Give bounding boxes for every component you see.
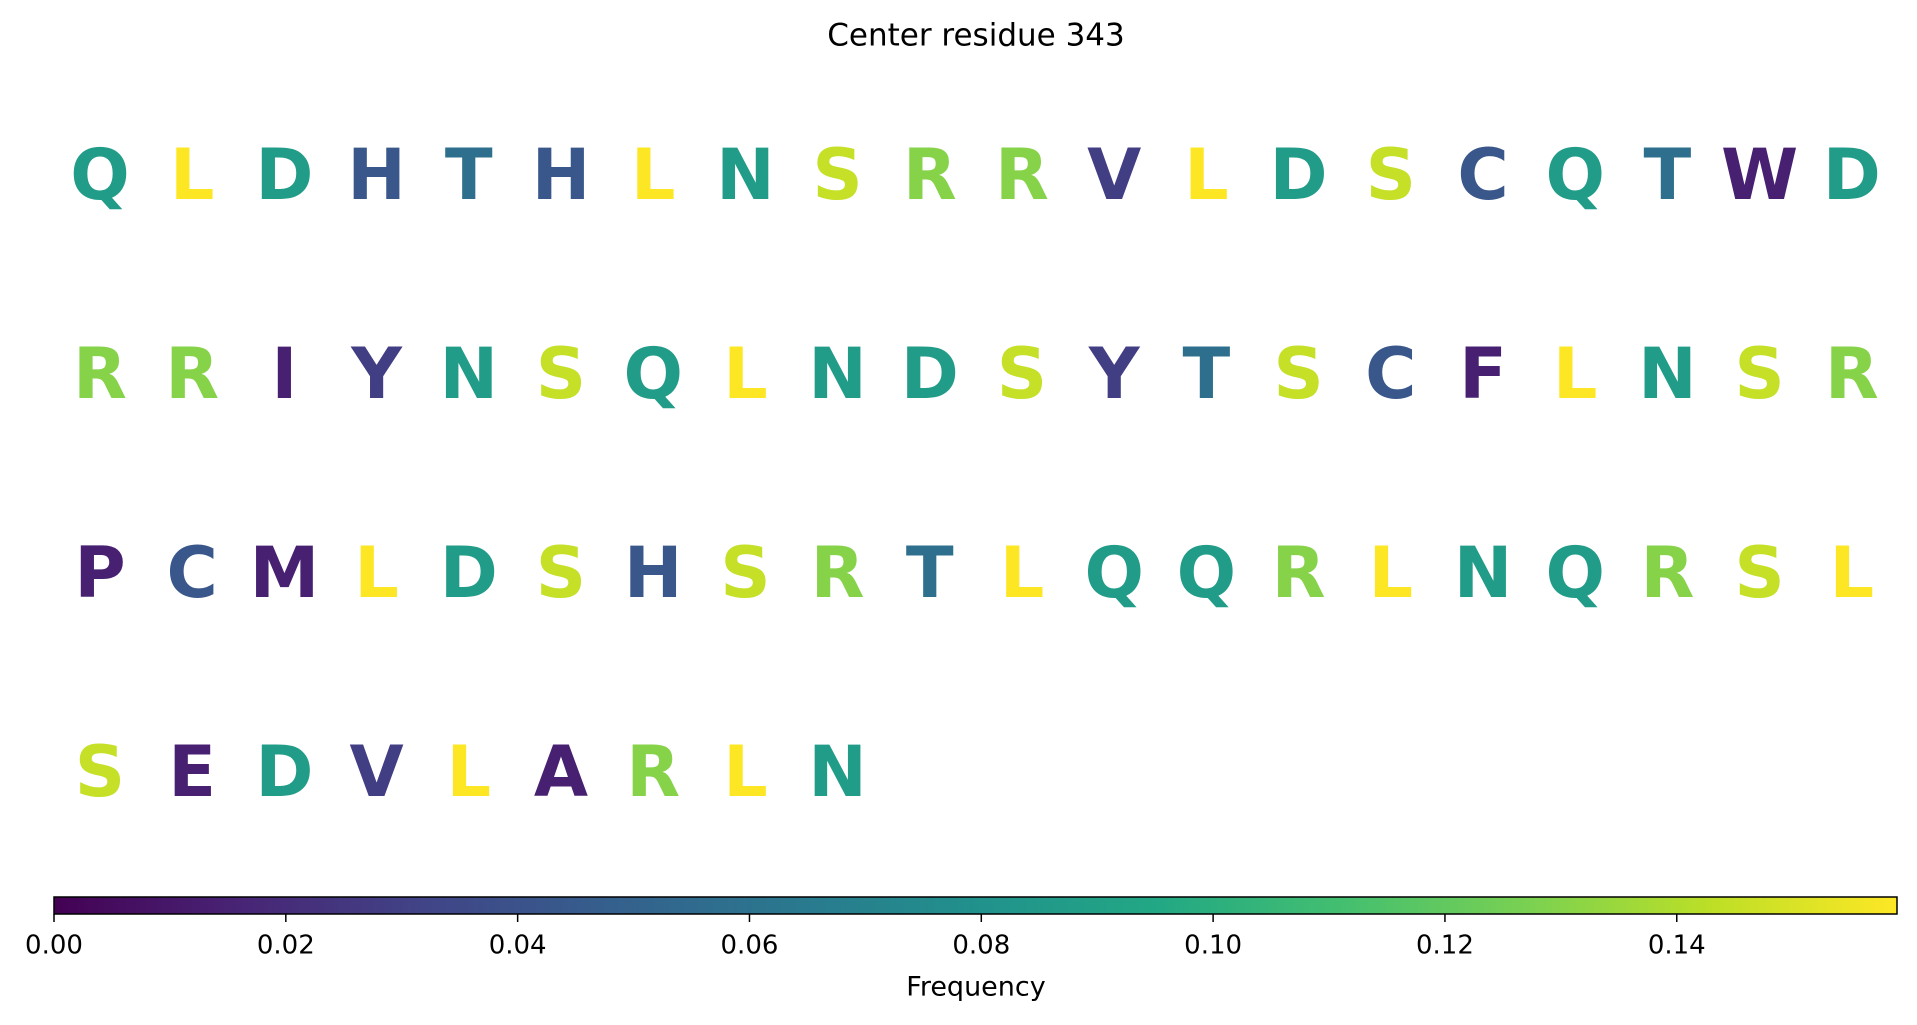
residue-letter: R: [811, 532, 865, 614]
residue-letter: F: [1459, 333, 1507, 415]
residue-letter: Q: [1177, 532, 1237, 614]
colorbar: [53, 896, 1898, 915]
residue-letter: S: [997, 333, 1047, 415]
residue-letter: L: [1368, 532, 1413, 614]
residue-letter: L: [170, 134, 215, 216]
residue-letter: T: [906, 532, 954, 614]
residue-letter: N: [808, 333, 867, 415]
x-tick-label: 0.08: [952, 931, 1010, 961]
residue-letter: L: [1553, 333, 1598, 415]
residue-letter: L: [723, 731, 768, 813]
x-tick-label: 0.04: [489, 931, 547, 961]
x-axis-label: Frequency: [906, 972, 1046, 1003]
residue-letter: T: [445, 134, 493, 216]
residue-letter: R: [1272, 532, 1326, 614]
residue-letter: S: [1734, 532, 1784, 614]
residue-letter: T: [1644, 134, 1692, 216]
residue-letter: H: [347, 134, 406, 216]
residue-letter: D: [440, 532, 498, 614]
residue-letter: D: [1823, 134, 1881, 216]
residue-letter: N: [716, 134, 775, 216]
residue-letter: D: [901, 333, 959, 415]
residue-letter: I: [271, 333, 297, 415]
residue-letter: N: [1454, 532, 1513, 614]
chart-title: Center residue 343: [827, 18, 1125, 54]
residue-letter: D: [255, 134, 313, 216]
residue-letter: D: [1270, 134, 1328, 216]
residue-letter: L: [1829, 532, 1874, 614]
residue-letter: Q: [1545, 532, 1605, 614]
residue-letter: Q: [70, 134, 130, 216]
residue-letter: S: [1734, 333, 1784, 415]
residue-letter: V: [1087, 134, 1141, 216]
residue-letter: L: [1184, 134, 1229, 216]
residue-letter: A: [534, 731, 588, 813]
residue-letter: C: [1365, 333, 1416, 415]
residue-letter: N: [1638, 333, 1697, 415]
residue-letter: S: [720, 532, 770, 614]
residue-letter: Q: [1084, 532, 1144, 614]
residue-letter: R: [73, 333, 127, 415]
x-tick-label: 0.10: [1184, 931, 1242, 961]
residue-letter: C: [1457, 134, 1508, 216]
residue-letter: Y: [350, 333, 403, 415]
residue-letter: R: [1640, 532, 1694, 614]
residue-letter: S: [536, 333, 586, 415]
residue-letter: R: [1825, 333, 1879, 415]
residue-letter: S: [536, 532, 586, 614]
residue-letter: L: [354, 532, 399, 614]
residue-letter: H: [624, 532, 683, 614]
residue-letter: R: [626, 731, 680, 813]
residue-letter: C: [167, 532, 218, 614]
residue-letter: T: [1183, 333, 1231, 415]
residue-letter: W: [1721, 134, 1798, 216]
residue-letter: R: [165, 333, 219, 415]
x-tick-label: 0.12: [1416, 931, 1474, 961]
residue-letter: S: [1366, 134, 1416, 216]
residue-letter: V: [350, 731, 404, 813]
x-tick-label: 0.06: [721, 931, 779, 961]
residue-letter: M: [250, 532, 320, 614]
x-tick-label: 0.02: [257, 931, 315, 961]
residue-letter: N: [440, 333, 499, 415]
residue-letter: Y: [1088, 333, 1141, 415]
residue-letter: L: [446, 731, 491, 813]
residue-letter: L: [1000, 532, 1045, 614]
residue-letter: H: [532, 134, 591, 216]
residue-letter: Q: [623, 333, 683, 415]
residue-letter: E: [168, 731, 216, 813]
residue-letter: N: [808, 731, 867, 813]
residue-letter: Q: [1545, 134, 1605, 216]
residue-letter: P: [74, 532, 125, 614]
residue-letter: R: [995, 134, 1049, 216]
residue-letter: S: [812, 134, 862, 216]
residue-letter: R: [903, 134, 957, 216]
residue-letter: S: [1273, 333, 1323, 415]
x-tick-label: 0.00: [25, 931, 83, 961]
residue-letter: L: [631, 134, 676, 216]
residue-letter: S: [75, 731, 125, 813]
x-tick-label: 0.14: [1648, 931, 1706, 961]
residue-letter: D: [255, 731, 313, 813]
residue-letter: L: [723, 333, 768, 415]
